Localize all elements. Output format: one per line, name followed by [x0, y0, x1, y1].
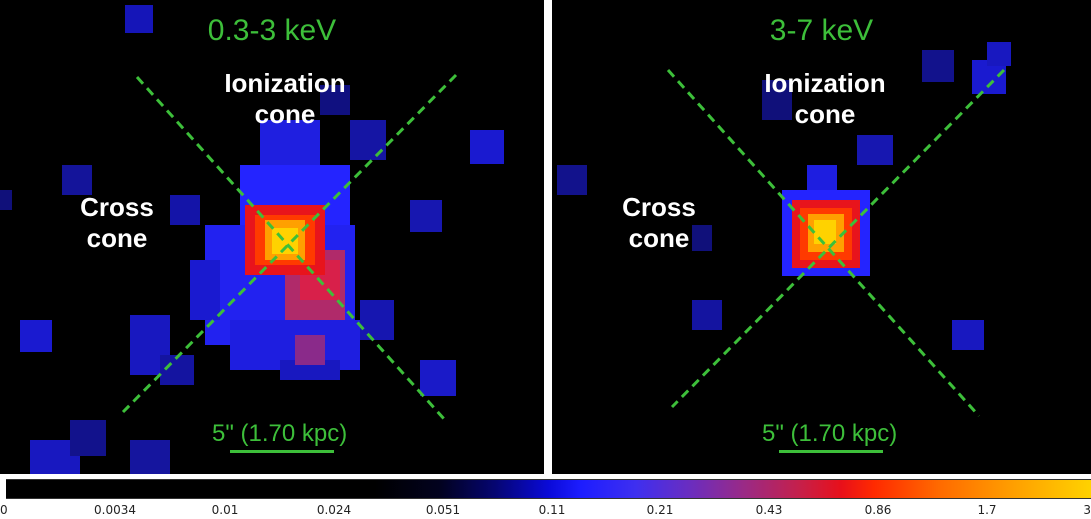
hard-band-xray-image — [557, 42, 1011, 418]
scalebar-line — [230, 450, 334, 453]
ionization-cone-label-line1: Ionization — [764, 68, 886, 98]
colorbar-tick-label: 0.0034 — [94, 503, 136, 517]
colorbar-tick-label: 0.051 — [425, 503, 461, 517]
colorbar-tick-label: 0 — [0, 503, 8, 517]
energy-band-label: 3-7 keV — [769, 14, 874, 47]
colorbar-tick-label: 0.11 — [538, 503, 566, 517]
cone-guide-lines — [666, 68, 1006, 418]
soft-band-image-panel: 0.3-3 keV Ionization cone Cross cone 5" … — [0, 0, 544, 474]
cross-cone-label-line2: cone — [86, 223, 148, 253]
colorbar — [6, 479, 1091, 499]
cone-guide-lines — [121, 73, 458, 422]
colorbar-tick-label: 1.7 — [977, 503, 997, 517]
hard-band-image-panel: 3-7 keV Ionization cone Cross cone 5" (1… — [552, 0, 1091, 474]
colorbar-tick-label: 0.01 — [211, 503, 239, 517]
ionization-cone-label-line1: Ionization — [224, 68, 346, 98]
ionization-cone-label-line2: cone — [794, 99, 856, 129]
cross-cone-label-line1: Cross — [622, 192, 696, 222]
hard-band-pixels — [557, 42, 1011, 350]
colorbar-tick-label: 3 — [1083, 503, 1091, 517]
soft-band-xray-image — [0, 5, 504, 474]
energy-band-label: 0.3-3 keV — [207, 14, 337, 47]
ionization-cone-label-line2: cone — [254, 99, 316, 129]
ionization-cone-label: Ionization cone — [740, 68, 910, 130]
cross-cone-label: Cross cone — [604, 192, 714, 254]
cross-cone-label-line2: cone — [628, 223, 690, 253]
colorbar-tick-label: 0.024 — [316, 503, 352, 517]
colorbar-tick-label: 0.21 — [646, 503, 674, 517]
cross-cone-label-line1: Cross — [80, 192, 154, 222]
ionization-cone-label: Ionization cone — [200, 68, 370, 130]
colorbar-tick-label: 0.43 — [755, 503, 783, 517]
scalebar-line — [779, 450, 883, 453]
cross-cone-label: Cross cone — [62, 192, 172, 254]
soft-band-pixels — [0, 5, 504, 474]
scalebar-label: 5" (1.70 kpc) — [212, 420, 348, 447]
scalebar-label: 5" (1.70 kpc) — [762, 420, 898, 447]
colorbar-tick-label: 0.86 — [864, 503, 892, 517]
